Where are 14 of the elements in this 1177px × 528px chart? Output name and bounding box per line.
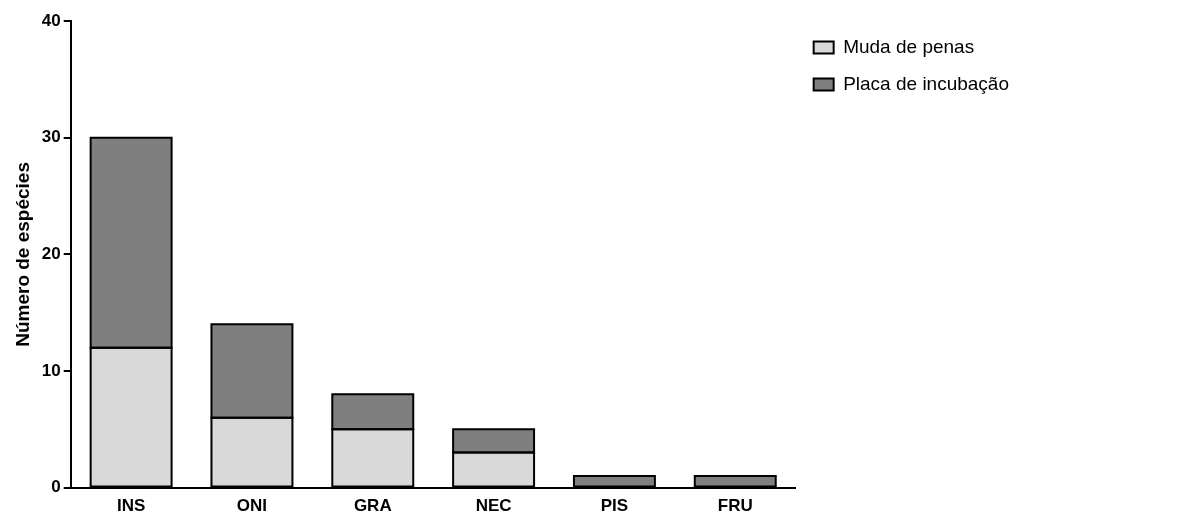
x-tick-label: GRA	[353, 496, 392, 516]
y-axis-title: Número de espécies	[11, 161, 33, 347]
x-tick-label: ONI	[236, 496, 268, 516]
x-tick-label: NEC	[475, 496, 512, 516]
y-tick-label: 20	[41, 244, 61, 264]
x-tick-label: PIS	[600, 496, 629, 516]
y-tick-label: 10	[41, 360, 61, 380]
y-tick-label: 30	[41, 127, 61, 147]
legend-label: Placa de incubação	[843, 72, 1009, 94]
x-tick-label: INS	[116, 496, 146, 516]
legend-label: Muda de penas	[843, 35, 975, 57]
x-tick-label: FRU	[717, 496, 753, 516]
y-tick-label: 40	[41, 10, 61, 30]
y-tick-label: 0	[51, 477, 61, 497]
